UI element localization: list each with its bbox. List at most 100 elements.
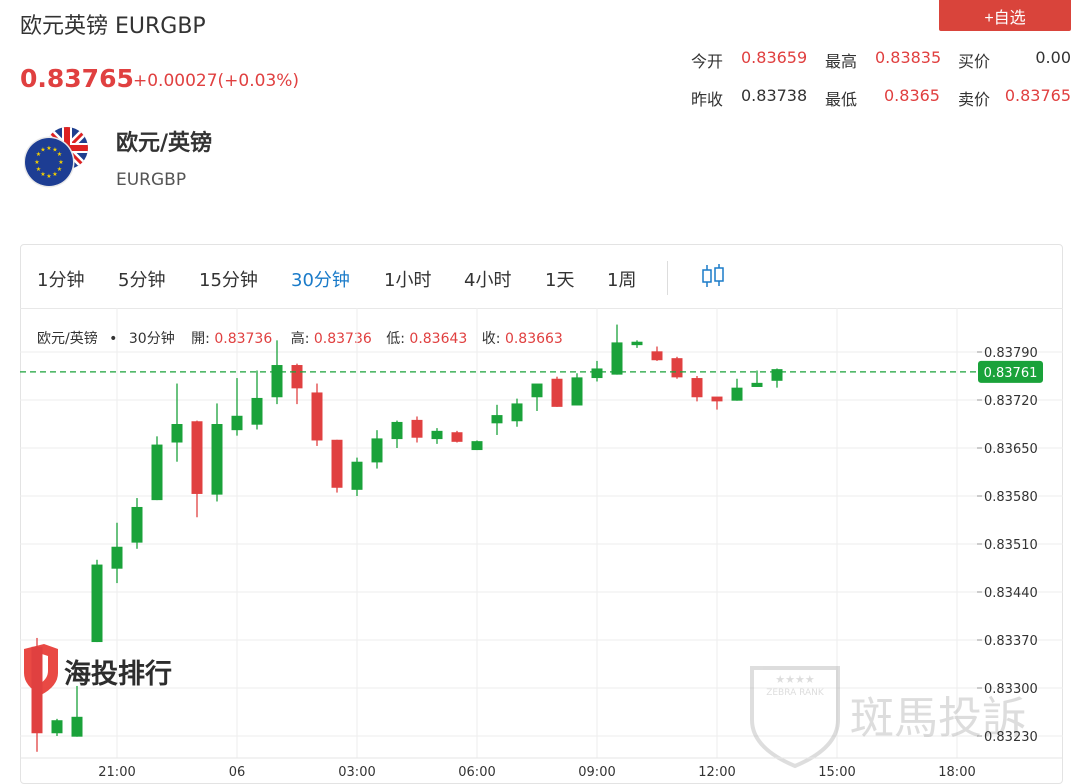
- candlestick-icon[interactable]: [700, 262, 726, 290]
- current-price: 0.83765: [20, 64, 134, 93]
- legend-open: 0.83736: [214, 331, 273, 347]
- candle-body: [391, 421, 403, 440]
- x-axis: 21:00 06 03:00 06:00 09:00 12:00 15:00 18:00: [20, 757, 1063, 779]
- candle: [71, 685, 83, 737]
- candle-body: [651, 351, 663, 361]
- candle-body: [71, 716, 83, 737]
- tab-5min[interactable]: 5分钟: [118, 270, 166, 291]
- ohlc-legend: 欧元/英镑 • 30分钟 開: 0.83736 高: 0.83736 低: 0.…: [37, 328, 563, 348]
- svg-text:★★★★: ★★★★: [775, 673, 815, 686]
- y-tick-label: 0.83440: [984, 586, 1038, 601]
- tab-1hour[interactable]: 1小时: [384, 270, 432, 291]
- zebra-watermark: ZEBRA RANK ★★★★ 斑馬投訴: [750, 666, 1026, 769]
- candle: [551, 376, 563, 407]
- candle: [291, 363, 303, 405]
- x-tick-label: 15:00: [818, 765, 855, 779]
- price-change: +0.00027(+0.03%): [133, 71, 300, 91]
- candle: [771, 368, 783, 388]
- svg-text:★: ★: [36, 151, 41, 158]
- candle: [151, 436, 163, 501]
- candle: [51, 718, 63, 736]
- x-tick-label: 18:00: [938, 765, 975, 779]
- stat-open-label: 今开: [691, 52, 724, 71]
- candle: [411, 416, 423, 443]
- stat-high-label: 最高: [825, 52, 858, 71]
- candle: [131, 498, 143, 549]
- candle: [251, 370, 263, 430]
- current-price-tag-label: 0.83761: [984, 366, 1038, 381]
- add-watchlist-button[interactable]: +自选: [939, 0, 1071, 31]
- candle-body: [91, 564, 103, 643]
- x-tick-label: 06: [229, 765, 246, 779]
- eu-uk-flag-icon: ★ ★★ ★★★ ★★★ ★★★: [24, 127, 88, 188]
- candle: [711, 396, 723, 410]
- tab-1week[interactable]: 1周: [607, 270, 637, 291]
- haitou-watermark-text: 海投排行: [64, 658, 172, 690]
- tab-30min[interactable]: 30分钟: [291, 270, 350, 291]
- candle: [431, 428, 443, 444]
- current-price-tag: [978, 360, 1043, 383]
- candle-body: [591, 368, 603, 379]
- y-axis: 0.83790 0.83720 0.83650 0.83580 0.83510 0.834…: [977, 346, 1038, 745]
- candle-body: [491, 415, 503, 424]
- candle: [171, 383, 183, 462]
- candle: [111, 522, 123, 584]
- tab-1min[interactable]: 1分钟: [37, 270, 85, 291]
- legend-close-label: 收:: [481, 331, 501, 347]
- candle: [451, 430, 463, 443]
- legend-low: 0.83643: [409, 331, 468, 347]
- svg-text:★: ★: [36, 166, 41, 173]
- candle-body: [671, 358, 683, 378]
- candlestick-chart[interactable]: 海投排行 ZEBRA RANK ★★★★ 斑馬投訴 0.83790 0.83720…: [20, 308, 1063, 779]
- candle-body: [31, 646, 43, 734]
- y-tick-label: 0.83720: [984, 394, 1038, 409]
- candle-body: [331, 439, 343, 488]
- candle-body: [151, 444, 163, 501]
- candle-body: [111, 546, 123, 569]
- tab-15min[interactable]: 15分钟: [199, 270, 258, 291]
- y-tick-label: 0.83510: [984, 538, 1038, 553]
- stat-bid-value: 0.00: [1035, 48, 1071, 67]
- legend-dot: •: [109, 331, 118, 347]
- candle-body: [771, 369, 783, 381]
- candle: [331, 439, 343, 493]
- stat-low-value: 0.8365: [884, 86, 940, 105]
- x-tick-label: 12:00: [698, 765, 735, 779]
- zebra-badge-text: ZEBRA RANK: [766, 688, 825, 698]
- candle-body: [451, 432, 463, 442]
- candles-layer: [31, 324, 783, 752]
- candle: [371, 430, 383, 469]
- y-tick-label: 0.83300: [984, 682, 1038, 697]
- legend-close: 0.83663: [504, 331, 563, 347]
- candle-body: [571, 377, 583, 406]
- svg-text:★: ★: [40, 147, 45, 154]
- candle-body: [251, 397, 263, 425]
- candle: [471, 440, 483, 451]
- candle-body: [531, 383, 543, 398]
- candle-body: [191, 421, 203, 494]
- candle: [591, 360, 603, 382]
- svg-text:★: ★: [57, 151, 62, 158]
- stat-ask-label: 卖价: [958, 90, 991, 109]
- legend-period: 30分钟: [128, 331, 175, 347]
- svg-text:★: ★: [52, 147, 57, 154]
- candle: [511, 398, 523, 427]
- candle: [651, 346, 663, 361]
- candle: [571, 373, 583, 406]
- candle-body: [271, 365, 283, 398]
- candle-body: [231, 415, 243, 431]
- candle-body: [751, 382, 763, 387]
- x-tick-label: 21:00: [98, 765, 135, 779]
- candle: [231, 378, 243, 436]
- stat-low-label: 最低: [825, 90, 858, 109]
- candle-body: [51, 720, 63, 734]
- tab-4hour[interactable]: 4小时: [464, 270, 512, 291]
- candle-body: [291, 365, 303, 389]
- stat-bid-label: 买价: [958, 52, 991, 71]
- candle: [311, 383, 323, 446]
- legend-low-label: 低:: [386, 331, 405, 347]
- candle: [31, 637, 43, 752]
- candle-body: [511, 403, 523, 422]
- x-tick-label: 09:00: [578, 765, 615, 779]
- tab-1day[interactable]: 1天: [545, 270, 575, 291]
